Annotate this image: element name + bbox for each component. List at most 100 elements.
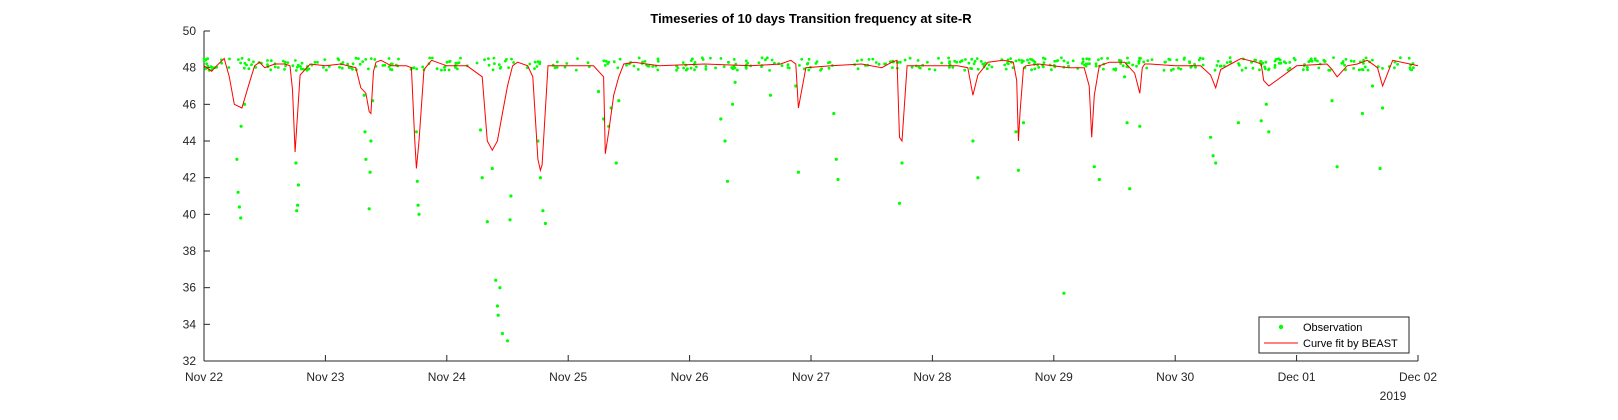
observation-point: [252, 60, 255, 64]
observation-point: [1016, 168, 1021, 172]
observation-point: [807, 57, 811, 61]
observation-point: [916, 59, 920, 62]
observation-point: [891, 66, 894, 69]
observation-point: [1277, 61, 1281, 65]
observation-point: [1084, 64, 1088, 68]
observation-point: [973, 59, 977, 63]
observation-point: [239, 216, 243, 220]
observation-point: [1201, 57, 1205, 61]
curve-fit-line: [203, 57, 1419, 173]
observation-point: [1316, 59, 1319, 63]
observation-point: [1341, 60, 1345, 63]
observation-point: [765, 56, 769, 60]
observation-point: [340, 66, 344, 70]
observation-point: [990, 65, 994, 69]
observation-point: [1360, 111, 1364, 116]
observation-point: [819, 68, 822, 72]
observation-point: [492, 56, 496, 60]
observation-point: [555, 66, 559, 69]
observation-point: [1410, 68, 1414, 72]
observation-point: [294, 59, 297, 62]
observation-point: [294, 161, 298, 165]
observation-point: [1408, 66, 1412, 70]
observation-point: [1258, 68, 1261, 72]
observation-point: [1175, 58, 1179, 62]
observation-point: [1060, 56, 1063, 60]
observation-point: [969, 67, 972, 70]
observation-point: [245, 63, 248, 67]
observation-point: [1137, 61, 1141, 65]
observation-point: [1364, 56, 1368, 60]
observation-point: [500, 331, 504, 336]
observation-point: [316, 60, 319, 64]
observation-point: [1288, 61, 1292, 64]
x-axis-year-label: 2019: [1380, 389, 1407, 403]
observation-point: [744, 59, 748, 63]
observation-point: [361, 60, 365, 63]
observation-point: [1228, 56, 1232, 60]
observation-point: [612, 60, 616, 64]
observation-point: [651, 65, 655, 68]
observation-point: [744, 65, 748, 69]
observation-point: [1219, 64, 1223, 68]
observation-point: [1362, 62, 1365, 65]
observation-point: [647, 64, 651, 68]
observation-point: [237, 205, 241, 209]
observation-point: [757, 61, 761, 65]
observation-point: [541, 209, 545, 213]
observation-point: [1288, 66, 1292, 70]
observation-point: [1399, 56, 1402, 60]
observation-point: [338, 65, 341, 69]
observation-point: [300, 67, 303, 71]
observation-point: [447, 68, 451, 72]
observation-point: [1286, 68, 1290, 72]
observation-point: [860, 58, 864, 62]
observation-point: [367, 67, 370, 71]
observation-point: [1352, 67, 1355, 70]
observation-point: [235, 157, 239, 161]
observation-point: [1366, 68, 1370, 72]
observation-point: [1135, 64, 1138, 68]
observation-point: [1041, 56, 1045, 60]
observation-point: [1313, 57, 1317, 60]
observation-point: [369, 57, 373, 60]
observation-point: [976, 176, 980, 180]
observation-point: [871, 57, 875, 61]
observation-point: [1201, 63, 1205, 67]
observation-point: [1381, 106, 1385, 110]
x-tick-label: Dec 02: [1399, 370, 1437, 384]
observation-point: [211, 66, 215, 69]
observation-point: [269, 59, 273, 63]
observation-point: [205, 62, 209, 66]
observation-point: [1087, 57, 1091, 61]
observation-point: [1216, 59, 1220, 63]
observation-point: [1393, 66, 1396, 70]
observation-point: [1349, 59, 1353, 63]
observation-point: [1033, 67, 1037, 71]
observation-point: [780, 64, 784, 67]
observation-point: [346, 62, 350, 66]
observation-point: [926, 60, 929, 64]
observation-point: [475, 61, 479, 65]
observation-point: [807, 68, 811, 72]
observation-point: [239, 61, 243, 65]
observation-point: [533, 60, 537, 64]
observation-point: [543, 221, 548, 226]
observation-point: [948, 66, 951, 69]
observation-point: [1327, 68, 1331, 72]
observation-point: [1273, 59, 1277, 63]
observation-points: [202, 56, 1415, 343]
observation-point: [414, 130, 418, 134]
observation-point: [247, 58, 251, 62]
observation-point: [1081, 60, 1085, 63]
observation-point: [656, 57, 660, 61]
observation-point: [1004, 67, 1008, 71]
chart-legend: Observation Curve fit by BEAST: [1258, 316, 1410, 354]
y-axis-ticks: 32 34 36 38 40 42 44 46 48 50: [183, 24, 210, 368]
observation-point: [1106, 57, 1109, 60]
observation-point: [220, 61, 224, 65]
observation-point: [296, 183, 300, 187]
observation-point: [1032, 59, 1035, 63]
observation-point: [1131, 63, 1134, 67]
observation-point: [459, 56, 462, 60]
